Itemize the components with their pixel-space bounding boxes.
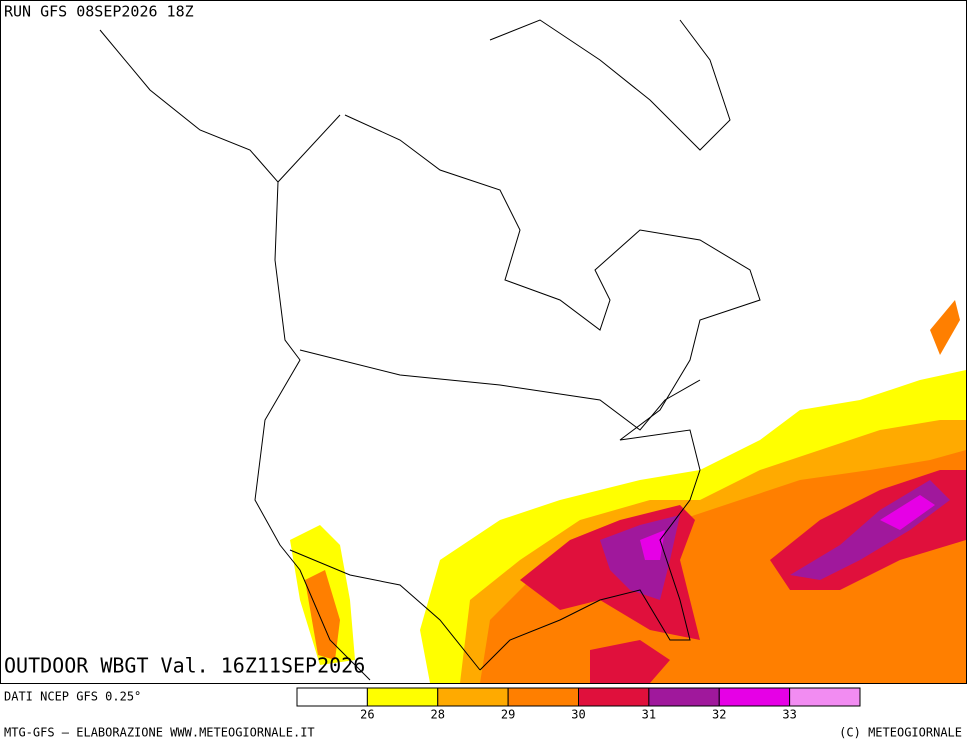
color-bar: 26 28 29 30 31 32 33 (296, 687, 861, 722)
map-title: OUTDOOR WBGT Val. 16Z11SEP2026 (4, 654, 365, 678)
coastline (99, 29, 371, 681)
footer-right: (C) METEOGIORNALE (839, 726, 962, 740)
color-bin (437, 687, 509, 707)
bin-label: 29 (501, 708, 515, 722)
border (289, 549, 481, 671)
footer-left: MTG-GFS — ELABORAZIONE WWW.METEOGIORNALE… (4, 726, 315, 740)
color-bin (578, 687, 650, 707)
border (277, 114, 341, 183)
bin-label: 30 (571, 708, 585, 722)
field-magenta (880, 495, 935, 530)
map: RUN GFS 08SEP2026 18Z OUTDOOR WBGT Val. … (0, 0, 967, 684)
field-orange (305, 570, 340, 660)
coastline (489, 19, 731, 151)
coastline (344, 114, 761, 671)
bin-label: 26 (360, 708, 374, 722)
color-bin (507, 687, 579, 707)
bin-label: 28 (431, 708, 445, 722)
color-bin (296, 687, 368, 707)
border (299, 349, 701, 431)
field-red (590, 640, 670, 683)
source-label: DATI NCEP GFS 0.25° (4, 690, 141, 704)
field-magenta (640, 530, 665, 560)
color-bin (648, 687, 720, 707)
bin-label: 33 (782, 708, 796, 722)
bin-label: 32 (712, 708, 726, 722)
color-bin (366, 687, 439, 707)
color-bin (718, 687, 791, 707)
bin-label: 31 (642, 708, 656, 722)
color-bin (789, 687, 861, 707)
run-label: RUN GFS 08SEP2026 18Z (4, 3, 194, 21)
field-orange (930, 300, 960, 355)
map-frame (0, 0, 967, 684)
